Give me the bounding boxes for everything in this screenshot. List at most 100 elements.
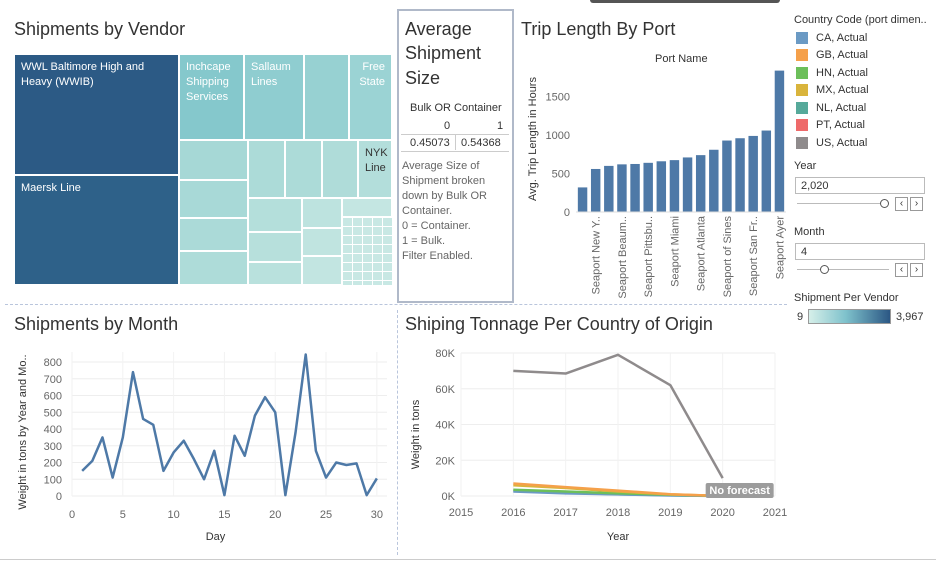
legend-label: CA, Actual xyxy=(816,31,868,44)
avg-value-container: 0.45073 xyxy=(410,137,450,149)
avg-col-0: 0 xyxy=(444,120,451,132)
legend-item[interactable]: NL, Actual xyxy=(796,99,936,117)
legend-item[interactable]: MX, Actual xyxy=(796,82,936,100)
tonnage-x-tick-label: 2019 xyxy=(658,507,682,519)
month-filter-input[interactable]: 4 xyxy=(795,243,925,260)
tonnage-y-tick-label: 40K xyxy=(435,420,455,432)
treemap-cell-unlabeled-1[interactable] xyxy=(304,54,349,140)
year-slider-thumb[interactable] xyxy=(880,199,889,208)
legend-label: HN, Actual xyxy=(816,66,868,79)
month-x-tick-label: 10 xyxy=(167,509,179,521)
bottom-border xyxy=(0,559,936,560)
treemap-cell-small-9[interactable] xyxy=(248,232,302,262)
treemap-cell-small-10[interactable] xyxy=(248,262,302,285)
legend-swatch xyxy=(796,31,808,44)
tonnage-series-line xyxy=(513,353,724,479)
avg-desc-line: Filter Enabled. xyxy=(402,250,473,262)
legend-item[interactable]: HN, Actual xyxy=(796,64,936,82)
month-y-tick-label: 500 xyxy=(44,407,62,419)
port-y-tick-label: 500 xyxy=(552,169,570,181)
port-title: Trip Length By Port xyxy=(521,19,676,39)
legend-item[interactable]: PT, Actual xyxy=(796,117,936,135)
vendor-treemap[interactable]: WWL Baltimore High and Heavy (WWIB) Maer… xyxy=(14,54,392,285)
port-x-tick-label: Seaport Atlanta xyxy=(696,215,708,291)
port-bar xyxy=(590,168,601,212)
year-filter-input[interactable]: 2,020 xyxy=(795,177,925,194)
treemap-cell-small-6[interactable] xyxy=(179,218,248,251)
no-forecast-badge xyxy=(705,483,774,498)
year-prev-button[interactable]: ‹ xyxy=(895,197,908,211)
port-x-tick-label: Seaport Ayer xyxy=(774,216,786,280)
month-next-button[interactable]: › xyxy=(910,263,923,277)
month-line-chart[interactable]: 0 100 200 300 400 500 600 700 800 0 5 10 15 20 25 30 Wei… xyxy=(10,340,395,550)
treemap-cell-nyk[interactable]: NYK Line xyxy=(358,140,392,198)
month-slider-thumb[interactable] xyxy=(820,265,830,274)
tonnage-y-axis-label: Weight in tons xyxy=(410,399,422,469)
treemap-cell-small-7[interactable] xyxy=(179,251,248,285)
month-x-tick-label: 15 xyxy=(218,509,230,521)
avg-desc-line: 0 = Container. xyxy=(402,220,471,232)
avg-desc-line: down by Bulk OR xyxy=(402,190,487,202)
month-y-tick-label: 700 xyxy=(44,374,62,386)
treemap-cell-small-2[interactable] xyxy=(248,140,285,198)
avg-desc-line: 1 = Bulk. xyxy=(402,235,446,247)
month-x-tick-label: 30 xyxy=(371,509,383,521)
port-bar xyxy=(774,70,785,212)
avg-desc-line: Average Size of xyxy=(402,160,480,172)
port-bar xyxy=(761,130,772,212)
treemap-cell-small-3[interactable] xyxy=(285,140,322,198)
port-y-tick-label: 0 xyxy=(564,207,570,219)
port-bar xyxy=(669,160,680,212)
month-prev-button[interactable]: ‹ xyxy=(895,263,908,277)
month-y-tick-label: 800 xyxy=(44,357,62,369)
treemap-cell-wwl[interactable]: WWL Baltimore High and Heavy (WWIB) xyxy=(14,54,179,175)
avg-desc-line: Shipment broken xyxy=(402,175,486,187)
port-x-tick-label: Seaport of Sines xyxy=(722,216,734,298)
treemap-cell-small-4[interactable] xyxy=(322,140,358,198)
year-slider-track[interactable] xyxy=(797,203,889,204)
no-forecast-label: No forecast xyxy=(709,485,770,497)
month-y-tick-label: 600 xyxy=(44,391,62,403)
avg-description: Average Size of Shipment broken down by … xyxy=(402,159,487,264)
legend-item[interactable]: US, Actual xyxy=(796,134,936,152)
port-bar xyxy=(577,187,588,212)
legend-item[interactable]: GB, Actual xyxy=(796,47,936,65)
treemap-cell-small-14[interactable] xyxy=(342,198,392,217)
avg-table-rule-bottom xyxy=(401,151,509,152)
port-y-axis-label: Avg. Trip Length in Hours xyxy=(527,77,539,201)
tonnage-y-tick-label: 20K xyxy=(435,455,455,467)
treemap-cell-small-5[interactable] xyxy=(179,180,248,218)
legend-swatch xyxy=(796,49,808,62)
treemap-cell-small-11[interactable] xyxy=(302,198,342,228)
tonnage-y-tick-label: 0K xyxy=(442,491,456,503)
month-line xyxy=(81,353,378,497)
treemap-cell-small-12[interactable] xyxy=(302,228,342,256)
tonnage-x-tick-label: 2017 xyxy=(553,507,577,519)
month-x-axis-label: Day xyxy=(206,531,226,543)
tonnage-x-tick-label: 2021 xyxy=(763,507,787,519)
port-bar xyxy=(604,165,614,212)
port-bar-chart[interactable]: Avg. Trip Length in Hours 0 500 1000 1500 Sea… xyxy=(520,62,790,304)
treemap-cell-small-13[interactable] xyxy=(302,256,342,285)
treemap-cell-maersk[interactable]: Maersk Line xyxy=(14,175,179,285)
legend-item[interactable]: CA, Actual xyxy=(796,29,936,47)
port-bar xyxy=(656,161,667,212)
treemap-tiny-cells[interactable] xyxy=(342,217,392,285)
treemap-cell-small-8[interactable] xyxy=(248,198,302,232)
legend-title: Country Code (port dimen.. xyxy=(794,14,927,26)
tonnage-title: Shiping Tonnage Per Country of Origin xyxy=(405,314,713,334)
avg-table-header: Bulk OR Container xyxy=(410,102,502,114)
month-slider-track[interactable] xyxy=(797,269,889,270)
month-y-tick-label: 100 xyxy=(44,474,62,486)
year-next-button[interactable]: › xyxy=(910,197,923,211)
port-bar xyxy=(709,149,719,212)
tonnage-line-chart[interactable]: 0K 20K 40K 60K 80K 2015 2016 2017 2018 2019 2020 20… xyxy=(405,340,790,550)
treemap-cell-small-1[interactable] xyxy=(179,140,248,180)
treemap-cell-sallaum[interactable]: Sallaum Lines xyxy=(244,54,304,140)
color-scale-min: 9 xyxy=(797,311,804,323)
treemap-cell-inchcape[interactable]: Inchcape Shipping Services xyxy=(179,54,244,140)
legend-label: PT, Actual xyxy=(816,119,865,132)
year-filter-label: Year xyxy=(794,160,817,172)
port-header: Port Name xyxy=(655,53,708,65)
treemap-cell-freestate[interactable]: Free State xyxy=(349,54,392,140)
